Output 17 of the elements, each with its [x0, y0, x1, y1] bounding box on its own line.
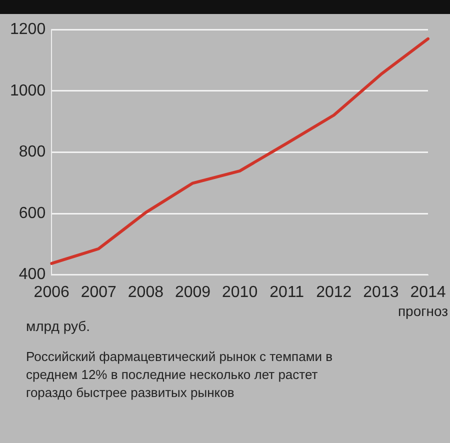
y-tick-label: 600 [18, 204, 46, 222]
x-tick-label: 2006 [34, 284, 70, 301]
y-tick-label: 1200 [10, 21, 46, 38]
x-tick-label: 2010 [222, 284, 258, 301]
y-tick-label: 400 [18, 266, 46, 284]
x-tick-label: 2013 [363, 284, 399, 301]
x-tick-label: 2009 [174, 284, 211, 301]
x-tick-label: 2007 [80, 284, 117, 301]
x-tick-label: 2012 [316, 284, 352, 301]
text: прогноз [398, 303, 448, 319]
x-tick-label: 2008 [128, 284, 164, 301]
x-tick-label: 2014 [410, 284, 446, 301]
y-axis-title: млрд руб. [26, 318, 92, 336]
x-tick-label: 2011 [270, 284, 304, 301]
y-tick-label: 1000 [10, 82, 46, 100]
text: Российский фармацевтический рынок с темпами в среднем 12% в последние несколько лет растет гораздо быстрее развитых рынков [26, 348, 334, 402]
y-tick-label: 800 [18, 144, 46, 161]
